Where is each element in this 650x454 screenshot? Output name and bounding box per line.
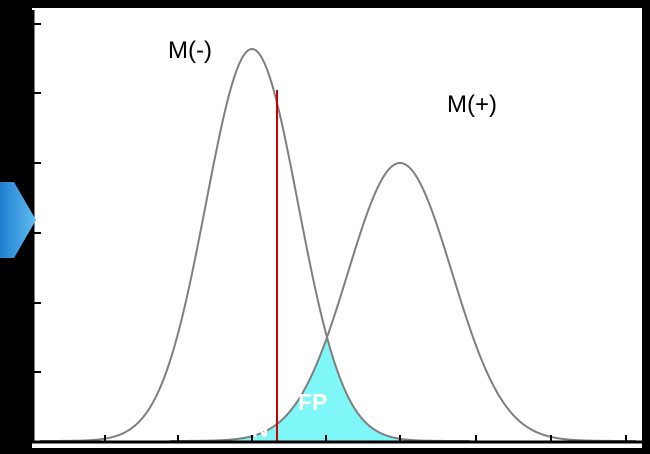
chevron-right-icon [0,182,36,258]
false-positive-label: FP [298,389,327,415]
positive-distribution-curve [170,161,636,442]
x-axis [32,435,643,444]
false-negative-label: FN [238,416,269,442]
negative-curve-label: M(-) [168,37,212,64]
overlap-region [180,337,460,441]
positive-curve-label: M(+) [447,91,497,118]
negative-distribution-curve [40,47,470,442]
y-axis [31,10,41,442]
